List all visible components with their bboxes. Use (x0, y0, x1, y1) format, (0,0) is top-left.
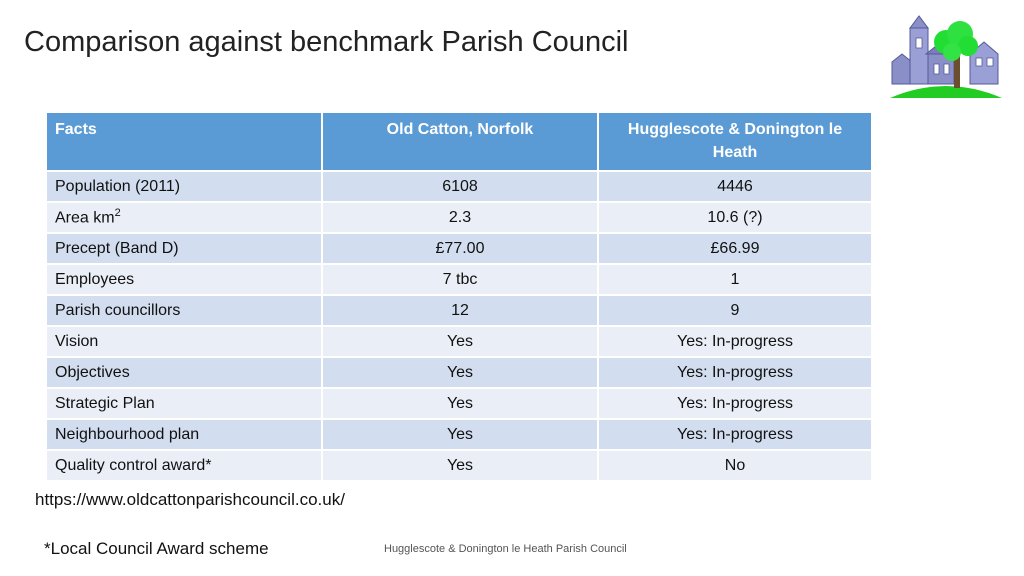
old-catton-cell: 7 tbc (322, 263, 599, 295)
hugglescote-cell: Yes: In-progress (598, 325, 873, 357)
hugglescote-cell: 9 (598, 294, 873, 326)
old-catton-cell: £77.00 (322, 232, 599, 264)
old-catton-cell: 2.3 (322, 201, 599, 233)
table-header-row: Facts Old Catton, Norfolk Hugglescote & … (47, 113, 873, 171)
fact-cell: Employees (47, 263, 323, 295)
header-facts: Facts (47, 113, 323, 171)
hugglescote-cell: No (598, 449, 873, 480)
fact-cell: Neighbourhood plan (47, 418, 323, 450)
slide-footer: Hugglescote & Donington le Heath Parish … (384, 543, 627, 555)
source-url-link[interactable]: https://www.oldcattonparishcouncil.co.uk… (35, 490, 345, 509)
fact-cell: Area km2 (47, 201, 323, 233)
comparison-table: Facts Old Catton, Norfolk Hugglescote & … (47, 113, 873, 480)
parish-council-logo-icon (890, 15, 1002, 98)
old-catton-cell: Yes (322, 387, 599, 419)
fact-cell: Vision (47, 325, 323, 357)
hugglescote-cell: 10.6 (?) (598, 201, 873, 233)
table-row: Quality control award* Yes No (47, 449, 873, 480)
fact-cell: Objectives (47, 356, 323, 388)
table-row: Parish councillors 12 9 (47, 294, 873, 326)
table-row: Area km2 2.3 10.6 (?) (47, 201, 873, 233)
hugglescote-cell: Yes: In-progress (598, 387, 873, 419)
slide-title: Comparison against benchmark Parish Coun… (24, 26, 629, 58)
old-catton-cell: Yes (322, 418, 599, 450)
fact-superscript: 2 (114, 207, 121, 220)
fact-cell: Quality control award* (47, 449, 323, 480)
table-row: Precept (Band D) £77.00 £66.99 (47, 232, 873, 264)
fact-cell: Parish councillors (47, 294, 323, 326)
table-row: Neighbourhood plan Yes Yes: In-progress (47, 418, 873, 450)
old-catton-cell: Yes (322, 325, 599, 357)
header-hugglescote: Hugglescote & Donington le Heath (598, 113, 873, 171)
old-catton-cell: Yes (322, 449, 599, 480)
header-old-catton: Old Catton, Norfolk (322, 113, 599, 171)
award-footnote: *Local Council Award scheme (44, 539, 269, 558)
table-row: Objectives Yes Yes: In-progress (47, 356, 873, 388)
hugglescote-cell: 4446 (598, 170, 873, 202)
hugglescote-cell: Yes: In-progress (598, 418, 873, 450)
table-row: Strategic Plan Yes Yes: In-progress (47, 387, 873, 419)
fact-label: Area km (55, 209, 115, 227)
table-row: Population (2011) 6108 4446 (47, 170, 873, 202)
old-catton-cell: Yes (322, 356, 599, 388)
fact-cell: Strategic Plan (47, 387, 323, 419)
fact-cell: Population (2011) (47, 170, 323, 202)
hugglescote-cell: £66.99 (598, 232, 873, 264)
fact-cell: Precept (Band D) (47, 232, 323, 264)
old-catton-cell: 12 (322, 294, 599, 326)
table-row: Employees 7 tbc 1 (47, 263, 873, 295)
hugglescote-cell: 1 (598, 263, 873, 295)
old-catton-cell: 6108 (322, 170, 599, 202)
table-row: Vision Yes Yes: In-progress (47, 325, 873, 357)
hugglescote-cell: Yes: In-progress (598, 356, 873, 388)
